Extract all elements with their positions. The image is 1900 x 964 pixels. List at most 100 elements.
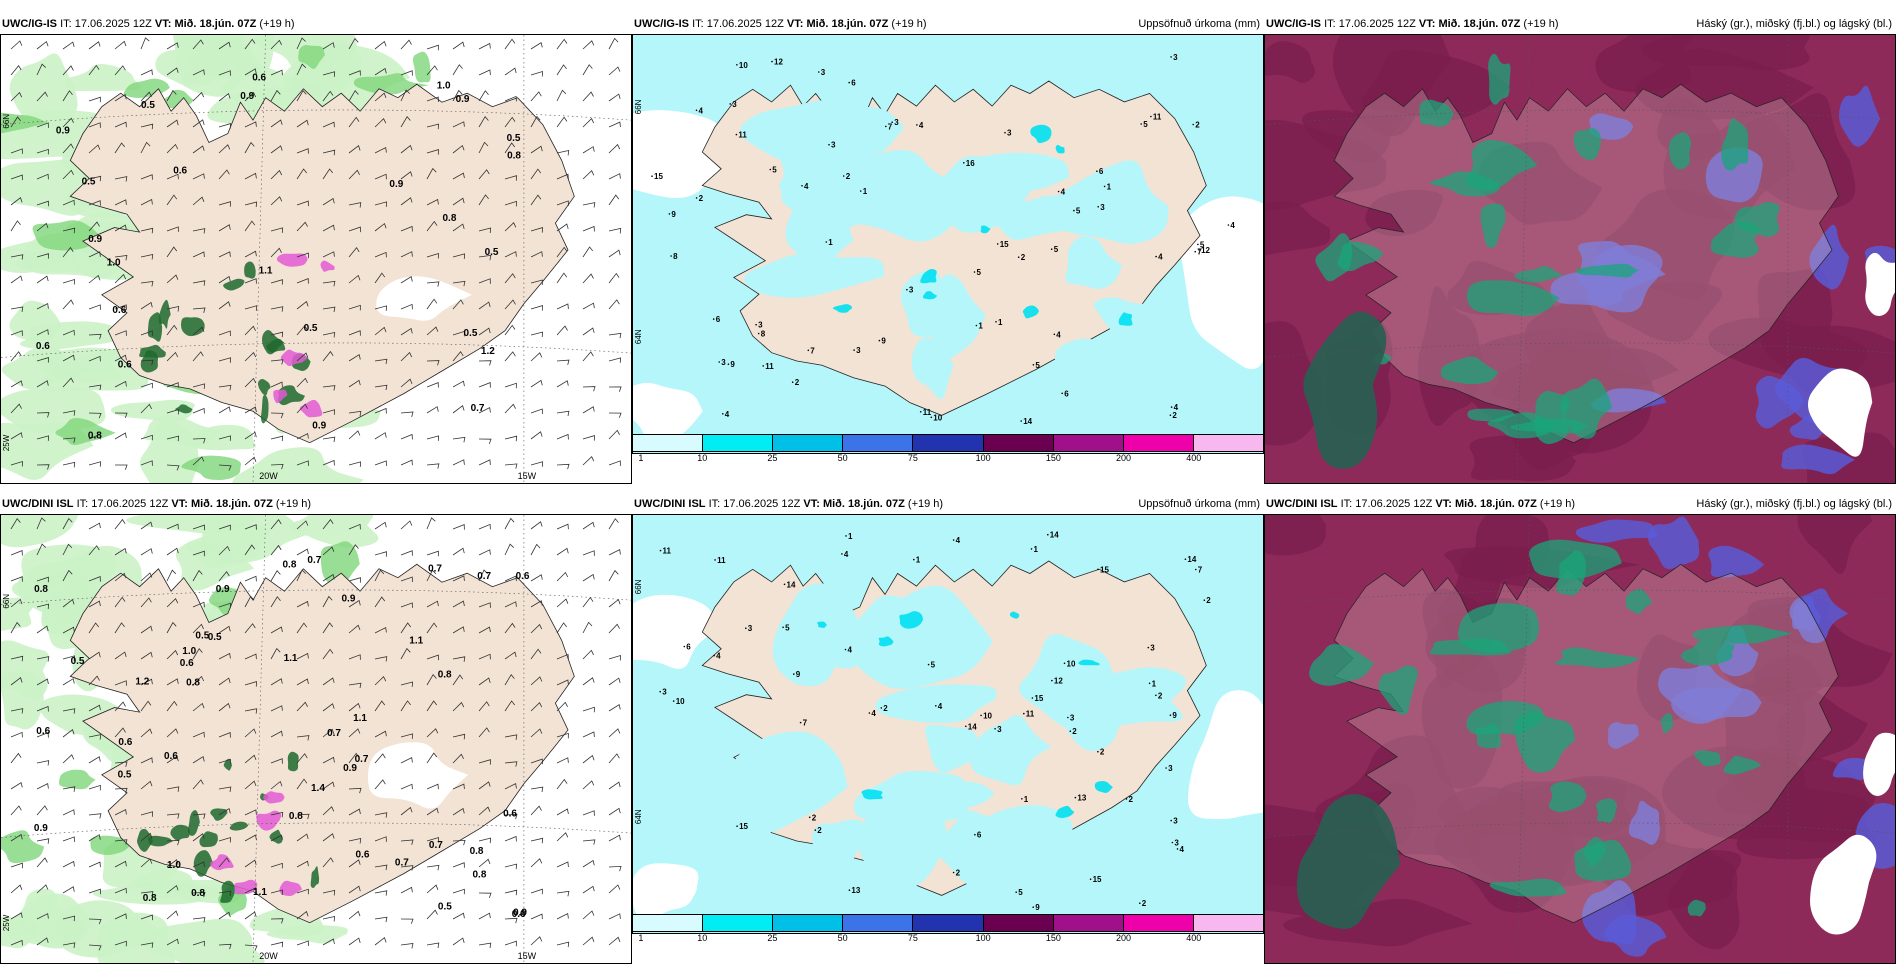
wind-barb [582,936,595,946]
wind-barb [244,325,256,336]
wind-barb [582,64,593,76]
wind-barb [452,405,465,414]
wind-barb [452,600,465,608]
wind-barb [582,170,595,180]
wind-barb [582,859,595,868]
station-dot [1015,891,1017,893]
wind-barb [10,550,23,556]
wind-barb [140,91,152,102]
precip-value-label: 1 [916,556,921,565]
wind-barb [10,330,23,336]
wind-barb [36,838,50,844]
precip-value-label: 3 [1173,817,1178,826]
wind-barb [88,545,100,556]
wind-barb [296,377,308,388]
precip-value-label: 7 [810,346,815,355]
wind-barb [348,544,359,556]
panel-header: UWC/IG-IS IT: 17.06.2025 12Z VT: Mið. 18… [1264,14,1896,34]
wind-barb [140,780,153,790]
wind-value-label: 0.7 [327,728,341,739]
wind-barb [140,37,150,50]
field-blob [920,269,937,284]
lead-time: (+19 h) [1539,498,1576,510]
wind-barb [374,812,388,818]
wind-barb [478,912,491,920]
wind-barb [608,623,620,634]
wind-barb [296,90,307,102]
wind-barb [322,90,334,102]
wind-barb [192,326,205,336]
wind-barb [530,461,544,467]
colorbar-labels: 1 10 25 50 75 100 150 200 400 [632,933,1264,945]
wind-barb [582,839,596,845]
wind-barb [400,171,413,180]
precip-value-label: 4 [1056,330,1061,339]
wind-barb [218,652,231,660]
wind-barb [88,64,100,76]
wind-barb [296,221,308,232]
precip-value-label: 11 [738,131,747,140]
field-blob [633,382,703,441]
wind-barb [452,733,466,740]
field-blob [289,515,379,548]
wind-barb [374,432,387,440]
wind-barb [504,734,518,740]
wind-barb [296,600,309,608]
field-blob [861,789,883,800]
field-blob [257,378,271,396]
wind-barb [244,172,257,180]
panel-header: UWC/DINI ISL IT: 17.06.2025 12Z VT: Mið.… [632,494,1264,514]
wind-barb [478,759,491,765]
wind-barb [452,701,465,712]
wind-barb [374,916,388,923]
wind-barb [140,253,154,260]
wind-barb [192,351,204,362]
wind-barb [296,910,309,920]
wind-barb [244,305,258,311]
colorbar-segment [633,915,704,931]
precip-value-label: 4 [1158,253,1163,262]
wind-barb [582,621,593,634]
wind-barb [374,676,387,686]
precip-value-label: 5 [1035,361,1040,370]
wind-barb [374,937,387,946]
lat-line [1265,109,1895,125]
wind-barb [426,728,439,738]
wind-barb [192,456,205,466]
wind-barb [504,543,514,556]
station-dot [1089,878,1092,880]
precip-value-label: 3 [1100,203,1105,212]
wind-barb [504,813,518,820]
wind-barb [114,787,128,794]
wind-barb [270,39,282,50]
field-blob [273,389,288,404]
wind-value-label: 0.5 [195,631,209,642]
station-dot [782,626,784,629]
wind-barb [270,145,283,154]
precip-value-label: 2 [817,826,822,835]
station-dot [718,361,720,363]
wind-barb [530,600,543,608]
station-dot [1170,56,1172,58]
wind-barb [166,274,179,284]
field-blob [1721,118,1749,171]
wind-value-label: 1.1 [409,635,423,646]
field-blob [971,805,1075,885]
model-name: UWC/IG-IS [634,18,689,30]
wind-barb [608,884,621,894]
wind-value-label: 0.7 [428,564,442,575]
wind-barb [504,463,518,469]
field-blob [1,916,40,949]
wind-barb [62,117,74,128]
wind-barb [348,330,361,336]
wind-barb [374,569,385,582]
field-blob [1,515,78,548]
wind-barb [348,90,359,102]
field-blob [223,758,232,771]
wind-barb [10,912,23,920]
wind-barb [400,251,413,258]
wind-barb [426,123,440,130]
wind-barb [10,380,23,388]
precip-value-label: 12 [1054,677,1063,686]
wind-barb [582,596,594,608]
